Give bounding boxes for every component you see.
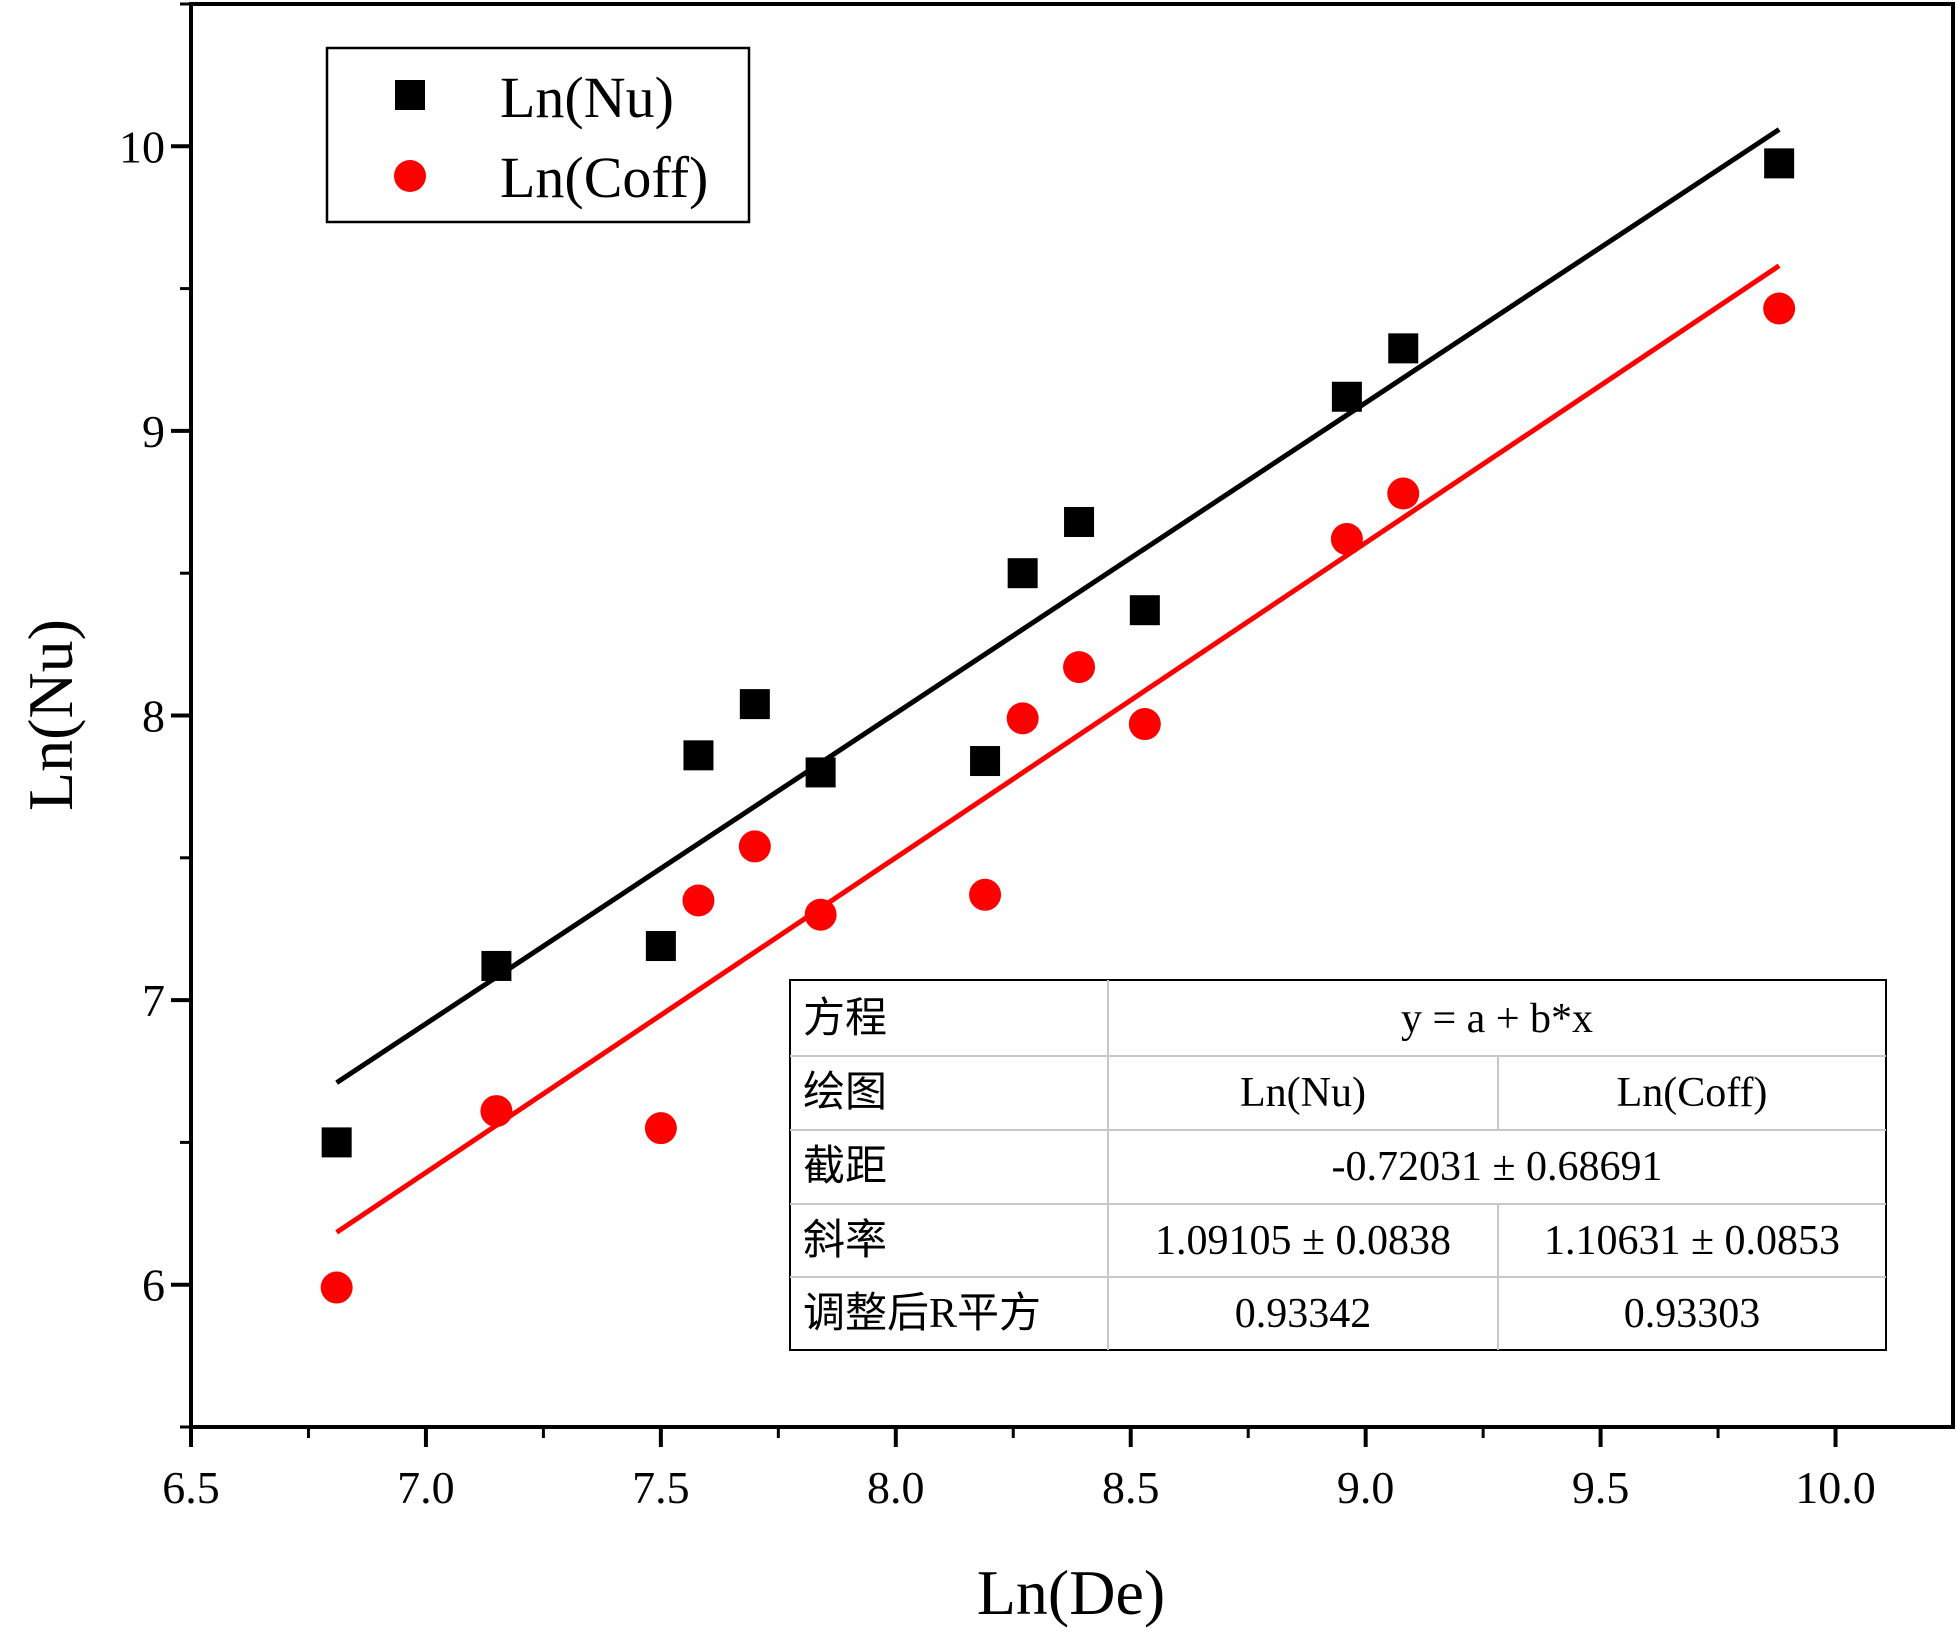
data-point-circle bbox=[804, 898, 837, 931]
x-tick-label: 9.5 bbox=[1572, 1462, 1630, 1513]
legend-marker-circle bbox=[394, 160, 426, 192]
table-frame bbox=[789, 979, 1887, 1351]
x-tick-label: 6.5 bbox=[162, 1462, 220, 1513]
table-cell: Ln(Coff) bbox=[1617, 1070, 1768, 1116]
legend-box bbox=[325, 46, 751, 224]
table-cell: 0.93303 bbox=[1624, 1291, 1761, 1337]
x-tick-label: 9.0 bbox=[1337, 1462, 1395, 1513]
table-cell: 0.93342 bbox=[1235, 1291, 1372, 1337]
table-gridlines bbox=[790, 980, 1886, 1350]
x-axis: 6.5 7.0 7.5 8.0 8.5 9.0 9.5 10.0 bbox=[162, 1427, 1876, 1513]
data-point-square bbox=[805, 757, 836, 788]
table-cell: Ln(Nu) bbox=[1240, 1070, 1366, 1116]
data-point-square bbox=[683, 740, 714, 771]
y-tick-label: 7 bbox=[142, 975, 165, 1026]
data-point-square bbox=[1764, 148, 1795, 179]
x-tick-label: 7.0 bbox=[397, 1462, 455, 1513]
data-point-circle bbox=[1063, 651, 1096, 684]
table-row-label: 调整后R平方 bbox=[803, 1291, 1041, 1337]
data-point-circle bbox=[1763, 292, 1796, 325]
legend: Ln(Nu) Ln(Coff) bbox=[325, 46, 751, 224]
x-tick-label: 7.5 bbox=[632, 1462, 690, 1513]
data-point-square bbox=[970, 746, 1001, 777]
table-row-label: 斜率 bbox=[803, 1217, 887, 1264]
data-point-circle bbox=[1006, 702, 1039, 735]
data-point-circle bbox=[1387, 477, 1420, 510]
data-point-circle bbox=[738, 830, 771, 863]
table-cell: 1.10631 ± 0.0853 bbox=[1544, 1218, 1840, 1264]
fit-line-coff bbox=[335, 263, 1781, 1235]
data-point-circle bbox=[969, 878, 1002, 911]
y-axis-title: Ln(Nu) bbox=[15, 619, 86, 811]
legend-marker-square bbox=[395, 80, 425, 110]
data-point-square bbox=[1388, 333, 1419, 364]
table-row-label: 截距 bbox=[803, 1144, 887, 1190]
y-tick-label: 9 bbox=[142, 406, 165, 457]
data-point-square bbox=[1064, 506, 1095, 537]
data-point-square bbox=[321, 1127, 352, 1158]
legend-label-coff: Ln(Coff) bbox=[500, 145, 708, 210]
table-row-label: 方程 bbox=[803, 996, 887, 1042]
table-cell: -0.72031 ± 0.68691 bbox=[1331, 1144, 1662, 1190]
y-tick-label: 10 bbox=[119, 121, 165, 172]
data-point-circle bbox=[644, 1112, 677, 1145]
y-tick-label: 8 bbox=[142, 691, 165, 742]
data-point-circle bbox=[682, 884, 715, 917]
table-cell: 1.09105 ± 0.0838 bbox=[1155, 1218, 1451, 1264]
legend-label-nu: Ln(Nu) bbox=[500, 65, 674, 130]
y-axis: 6 7 8 9 10 bbox=[119, 2, 191, 1429]
data-point-square bbox=[739, 689, 770, 720]
data-point-square bbox=[1007, 558, 1038, 589]
table-cell: y = a + b*x bbox=[1401, 996, 1593, 1042]
data-point-circle bbox=[1330, 523, 1363, 556]
data-point-square bbox=[481, 950, 512, 981]
x-tick-label: 8.5 bbox=[1102, 1462, 1160, 1513]
x-tick-label: 10.0 bbox=[1795, 1462, 1876, 1513]
data-point-circle bbox=[1128, 708, 1161, 741]
table-row-label: 绘图 bbox=[803, 1070, 887, 1116]
data-point-circle bbox=[480, 1095, 513, 1128]
data-point-circle bbox=[320, 1271, 353, 1304]
data-point-square bbox=[1331, 381, 1362, 412]
fit-line-nu bbox=[335, 127, 1781, 1085]
y-tick-label: 6 bbox=[142, 1260, 165, 1311]
x-axis-title: Ln(De) bbox=[977, 1557, 1165, 1628]
x-tick-label: 8.0 bbox=[867, 1462, 925, 1513]
data-point-square bbox=[645, 931, 676, 962]
fit-results-table: 方程 y = a + b*x 绘图 Ln(Nu) Ln(Coff) 截距 -0.… bbox=[789, 979, 1887, 1351]
data-points bbox=[320, 148, 1796, 1304]
fit-lines bbox=[335, 127, 1781, 1235]
data-point-square bbox=[1129, 595, 1160, 626]
